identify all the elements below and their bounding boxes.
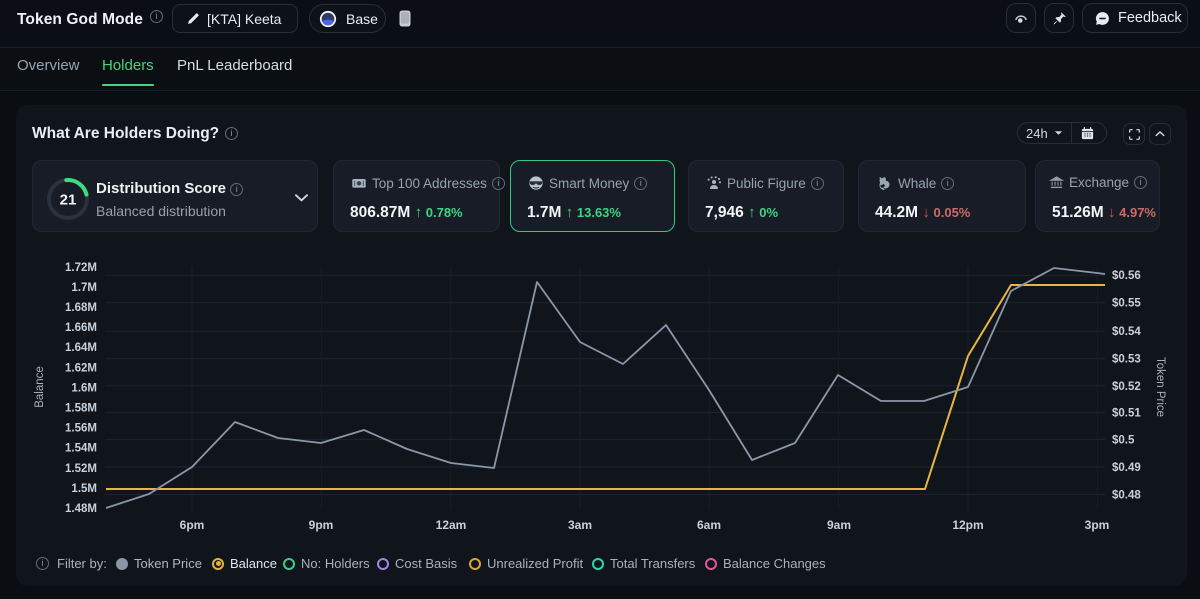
svg-text:21: 21 <box>60 192 77 209</box>
svg-text:1.48M: 1.48M <box>65 503 97 515</box>
svg-text:3am: 3am <box>568 518 592 532</box>
svg-text:1.52M: 1.52M <box>65 463 97 475</box>
svg-text:$0.54: $0.54 <box>1112 326 1141 338</box>
svg-text:1.64M: 1.64M <box>65 342 97 354</box>
svg-text:$0.5: $0.5 <box>1112 434 1135 446</box>
svg-text:$0.52: $0.52 <box>1112 381 1141 393</box>
svg-text:$0.53: $0.53 <box>1112 354 1141 366</box>
svg-text:6pm: 6pm <box>180 518 205 532</box>
svg-text:1.68M: 1.68M <box>65 302 97 314</box>
svg-text:$0.49: $0.49 <box>1112 462 1141 474</box>
svg-text:1.56M: 1.56M <box>65 423 97 435</box>
svg-text:1.72M: 1.72M <box>65 262 97 274</box>
svg-text:1.5M: 1.5M <box>71 483 97 495</box>
svg-text:$0.55: $0.55 <box>1112 298 1141 310</box>
svg-text:1.58M: 1.58M <box>65 403 97 415</box>
svg-text:9am: 9am <box>827 518 851 532</box>
svg-text:6am: 6am <box>697 518 721 532</box>
svg-text:$0.48: $0.48 <box>1112 490 1141 502</box>
svg-text:1.62M: 1.62M <box>65 363 97 375</box>
svg-text:1.54M: 1.54M <box>65 443 97 455</box>
svg-text:12pm: 12pm <box>952 518 983 532</box>
svg-text:12am: 12am <box>436 518 467 532</box>
svg-text:1.7M: 1.7M <box>71 282 97 294</box>
svg-text:9pm: 9pm <box>309 518 334 532</box>
svg-text:$0.56: $0.56 <box>1112 270 1141 282</box>
svg-text:1.66M: 1.66M <box>65 322 97 334</box>
svg-text:3pm: 3pm <box>1085 518 1110 532</box>
svg-text:1.6M: 1.6M <box>71 383 97 395</box>
svg-text:Balance: Balance <box>34 366 46 408</box>
svg-text:$0.51: $0.51 <box>1112 407 1141 419</box>
svg-text:Token Price: Token Price <box>1154 357 1166 417</box>
